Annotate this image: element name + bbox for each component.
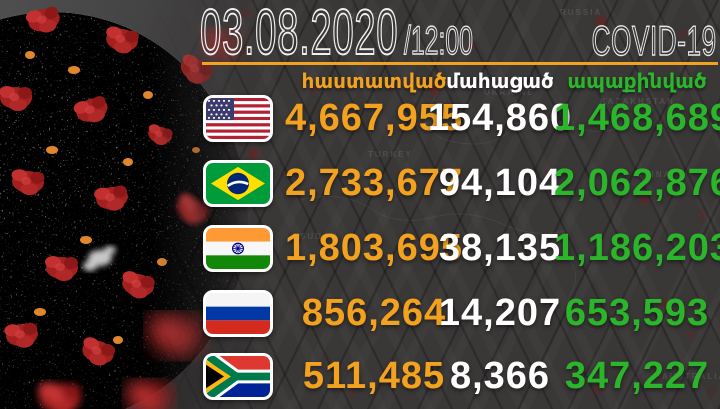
map-label: AUSTRALIA: [662, 372, 720, 381]
covid19-title: COVID-19: [591, 17, 717, 64]
map-label: SWEDEN: [340, 12, 387, 21]
table-row-south-africa: 511,485 8,366 347,227: [0, 353, 720, 403]
column-header-confirmed: հաստատված: [301, 69, 447, 93]
confirmed-value: 4,667,955: [284, 97, 464, 139]
confirmed-value: 856,264: [301, 292, 447, 334]
recovered-value: 1,468,689: [554, 97, 720, 139]
south-africa-flag-icon: [203, 353, 273, 400]
deaths-value: 8,366: [449, 355, 551, 397]
recovered-value: 2,062,876: [554, 162, 720, 204]
table-row-russia: 856,264 14,207 653,593: [0, 290, 720, 340]
confirmed-value: 511,485: [302, 355, 446, 397]
date-text: 03.08.2020: [199, 0, 399, 68]
column-header-deaths: մահացած: [446, 69, 554, 93]
map-label: TURKEY: [368, 150, 413, 159]
brazil-flag-icon: [203, 160, 273, 207]
recovered-value: 1,186,203: [554, 227, 720, 269]
time-text: /12:00: [404, 19, 474, 63]
confirmed-value: 1,803,695: [284, 227, 464, 269]
map-label: CHINA: [636, 170, 671, 179]
map-label: UKRAINE: [484, 88, 534, 97]
confirmed-value: 2,733,677: [284, 162, 464, 204]
india-flag-icon: [203, 225, 273, 272]
column-header-recovered: ապաքինված: [567, 69, 707, 93]
russia-flag-icon: [203, 290, 273, 337]
table-row-brazil: 2,733,677 94,104 2,062,876: [0, 160, 720, 210]
map-label: KAZAKHSTAN: [600, 97, 675, 106]
recovered-value: 347,227: [564, 355, 710, 397]
deaths-value: 14,207: [438, 292, 562, 334]
map-label: SUDAN: [300, 232, 338, 241]
deaths-value: 154,860: [427, 97, 573, 139]
orange-divider-line: [202, 62, 718, 65]
deaths-value: 38,135: [438, 227, 562, 269]
map-label: RUSSIA: [560, 8, 602, 17]
table-row-india: 1,803,695 38,135 1,186,203: [0, 225, 720, 275]
recovered-value: 653,593: [564, 292, 710, 334]
table-row-usa: 4,667,955 154,860 1,468,689: [0, 95, 720, 145]
usa-flag-icon: [203, 95, 273, 142]
deaths-value: 94,104: [438, 162, 562, 204]
